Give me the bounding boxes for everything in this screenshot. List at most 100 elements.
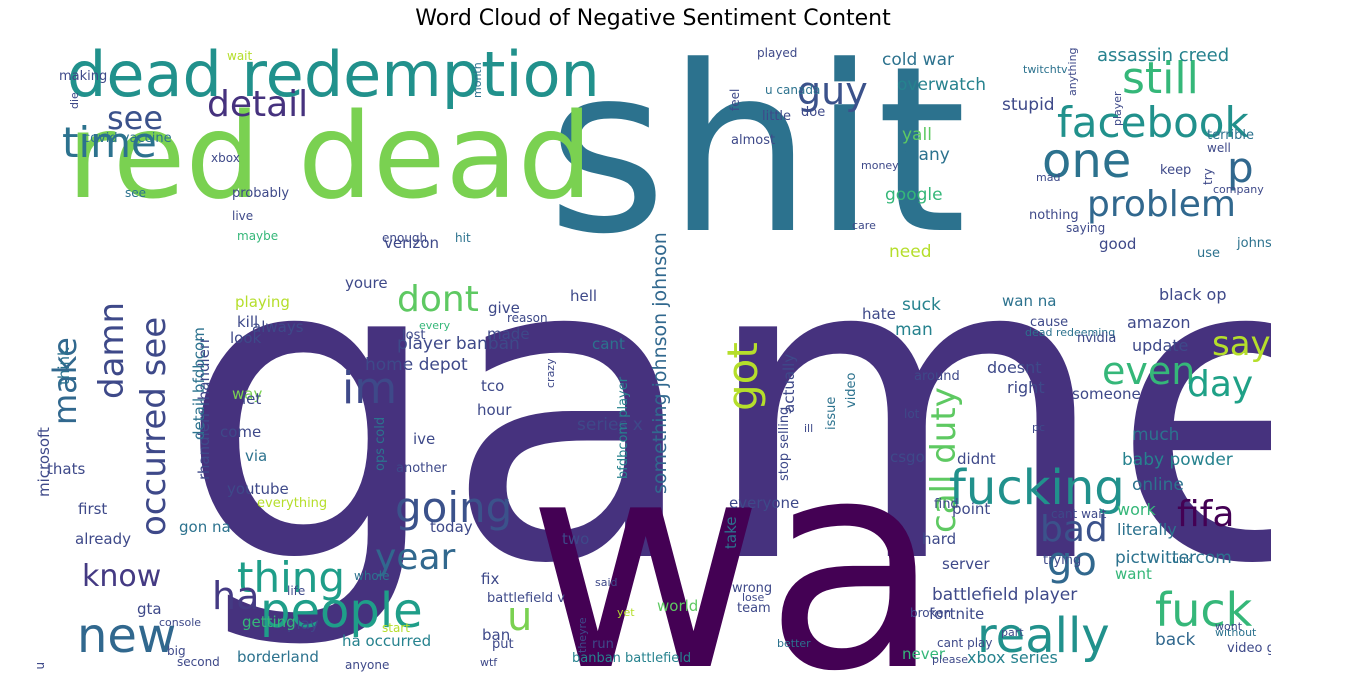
word-stop-selling: stop selling: [777, 406, 792, 481]
word-maybe: maybe: [237, 229, 279, 243]
word-home-depot: home depot: [365, 355, 468, 375]
word-fix: fix: [481, 570, 500, 588]
word-yall: yall: [902, 125, 932, 145]
word-always: always: [252, 318, 304, 336]
word-everything: everything: [257, 496, 328, 511]
word-covid-vaccine: covid vaccine: [83, 131, 172, 146]
word-something-johnson-johnson: something johnson johnson: [649, 232, 671, 494]
word-powder-u: powder u: [33, 662, 47, 672]
word-stupid: stupid: [1002, 95, 1055, 115]
word-month: month: [471, 62, 484, 98]
word-facebook: facebook: [1057, 98, 1249, 147]
word-verizon: verizon: [384, 234, 439, 252]
word-today: today: [430, 518, 473, 536]
word-think: think: [55, 347, 73, 385]
word-play: play: [287, 615, 319, 633]
word-playing: playing: [235, 293, 290, 311]
word-even: even: [1102, 349, 1196, 393]
word-bfdbcom-player: bfdbcom player: [616, 376, 631, 479]
word-way: way: [232, 385, 263, 403]
word-detail-bfdbcom: detail bfdbcom: [190, 327, 208, 440]
word-csgo: csgo: [890, 448, 925, 466]
word-another: another: [396, 461, 447, 476]
word-player: player: [1111, 91, 1124, 126]
word-baby-powder: baby powder: [1122, 450, 1233, 470]
word-suck: suck: [902, 295, 941, 315]
word-ban: ban: [482, 626, 511, 644]
word-enough: enough: [382, 231, 428, 245]
word-hate: hate: [862, 305, 896, 323]
word-hour: hour: [477, 401, 512, 419]
word-update: update: [1132, 336, 1189, 355]
word-broken: broken: [910, 606, 952, 620]
word-probably: probably: [232, 186, 290, 201]
word-making: making: [59, 69, 108, 84]
word-battlefield-v: battlefield v: [487, 591, 565, 606]
word-going: going: [395, 483, 513, 532]
word-point: point: [952, 500, 991, 518]
word-die: die: [68, 92, 81, 109]
word-getting: getting: [242, 613, 296, 631]
word-bad: bad: [1040, 509, 1108, 550]
word-said: said: [595, 576, 618, 589]
word-hard: hard: [922, 530, 957, 548]
word-never: never: [902, 645, 946, 663]
word-cause: cause: [1030, 315, 1069, 330]
word-live: live: [232, 209, 254, 223]
word-use: use: [1197, 246, 1221, 261]
word-doe: doe: [801, 105, 826, 120]
word-cloud: game shit wa red dead dead redemption one stil…: [27, 42, 1271, 672]
word-thing: thing: [237, 553, 346, 602]
word-dont: dont: [397, 279, 479, 320]
word-video: video: [844, 372, 859, 408]
word-give: give: [488, 299, 520, 317]
word-fifa: fifa: [1177, 494, 1235, 535]
word-youtube: youtube: [227, 480, 289, 498]
word-p: p: [1227, 143, 1254, 192]
word-assassin-creed: assassin creed: [1097, 45, 1230, 66]
word-played: played: [757, 46, 798, 60]
word-see: see: [125, 186, 147, 200]
word-unk: unk: [1172, 553, 1193, 566]
word-cold-war: cold war: [882, 50, 954, 70]
word-u-canada: u canada: [765, 83, 821, 97]
word-first: first: [78, 500, 108, 518]
word-nvidia: nvidia: [1077, 331, 1117, 346]
word-year: year: [375, 537, 456, 578]
word-world: world: [657, 597, 699, 615]
word-terrible: terrible: [1207, 128, 1255, 143]
word-without: without: [1215, 626, 1257, 639]
word-player-banban: player banban: [397, 334, 520, 354]
word-xbox: xbox: [211, 151, 240, 165]
word-little: little: [762, 109, 792, 124]
word-hell: hell: [570, 287, 598, 305]
word-problem: problem: [1087, 184, 1236, 225]
word-money: money: [861, 159, 899, 172]
word-doesnt: doesnt: [987, 358, 1042, 377]
word-whole: whole: [354, 569, 390, 583]
word-please: please: [932, 653, 969, 666]
word-fuck: fuck: [1155, 583, 1253, 637]
word-shit: shit: [547, 42, 967, 285]
word-wa: wa: [527, 398, 942, 673]
word-wont: wont: [1215, 620, 1243, 633]
word-guy: guy: [797, 69, 868, 113]
word-see: see: [107, 99, 164, 137]
word-cant-wait: cant wait: [1051, 507, 1107, 521]
word-overwatch: overwatch: [897, 75, 987, 95]
word-theyre: theyre: [576, 617, 589, 653]
word-much: much: [1132, 425, 1180, 445]
word-second: second: [177, 655, 220, 669]
word-keep: keep: [1160, 163, 1192, 178]
word-try: try: [1201, 168, 1215, 185]
word-still: still: [1122, 53, 1199, 104]
word-gon-na: gon na: [179, 518, 231, 536]
word-care: care: [852, 219, 876, 232]
word-go: go: [1047, 539, 1097, 585]
word-hit: hit: [455, 231, 471, 245]
word-crazy: crazy: [544, 358, 557, 388]
word-everyone: everyone: [729, 494, 800, 512]
word-part: part: [1001, 626, 1024, 639]
word-run: run: [592, 637, 614, 652]
word-people: people: [260, 583, 423, 639]
